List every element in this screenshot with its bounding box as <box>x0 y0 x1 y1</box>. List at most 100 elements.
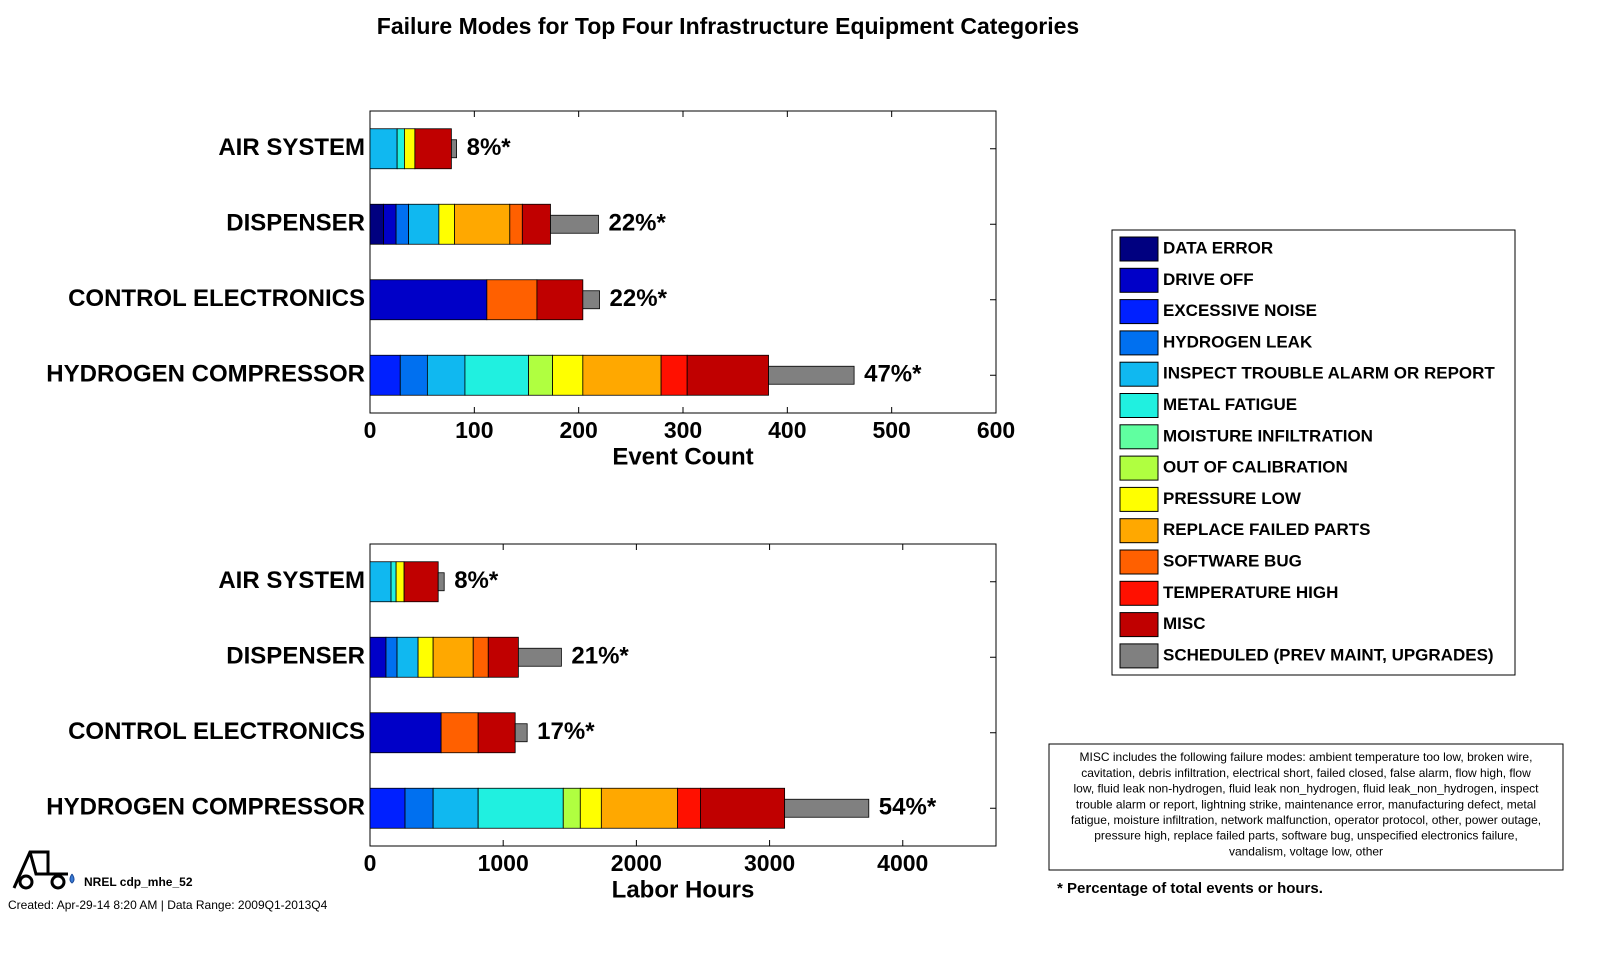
bar-segment <box>408 203 440 245</box>
bar-segment <box>582 290 600 310</box>
legend-swatch <box>1119 643 1159 669</box>
legend-swatch <box>1119 580 1159 606</box>
category-label: DISPENSER <box>226 210 365 237</box>
logo-drop <box>69 873 75 884</box>
legend-swatch <box>1119 236 1159 262</box>
bar-segment <box>552 354 584 396</box>
legend-box <box>1111 229 1516 676</box>
category-label: HYDROGEN COMPRESSOR <box>46 794 365 821</box>
legend-label: DATA ERROR <box>1163 238 1273 257</box>
bar-segment <box>396 128 405 170</box>
bar-segment <box>369 279 488 321</box>
x-tick-label: 2000 <box>611 850 662 876</box>
bar-segment <box>369 636 387 678</box>
legend-swatch <box>1119 455 1159 481</box>
bar-segment <box>385 636 398 678</box>
legend-label: HYDROGEN LEAK <box>1163 332 1313 351</box>
percent-label: 22%* <box>610 285 668 312</box>
note-line: fatigue, moisture infiltration, network … <box>1071 813 1541 827</box>
legend-swatch <box>1119 330 1159 356</box>
legend-label: INSPECT TROUBLE ALARM OR REPORT <box>1163 364 1495 383</box>
note-line: pressure high, replace failed parts, sof… <box>1094 829 1518 843</box>
legend-label: DRIVE OFF <box>1163 270 1254 289</box>
bar-segment <box>686 354 769 396</box>
bar-segment <box>369 354 401 396</box>
logo <box>12 850 75 890</box>
bar-segment <box>369 203 384 245</box>
logo-truck <box>12 850 68 889</box>
bar-segment <box>395 561 405 603</box>
legend-label: REPLACE FAILED PARTS <box>1163 520 1370 539</box>
percent-label: 17%* <box>537 718 595 745</box>
bar-segment <box>477 712 516 754</box>
note-line: MISC includes the following failure mode… <box>1080 750 1533 764</box>
legend-swatch <box>1119 267 1159 293</box>
x-tick-label: 400 <box>768 417 806 443</box>
category-label: AIR SYSTEM <box>218 134 365 161</box>
created-text: Created: Apr-29-14 8:20 AM | Data Range:… <box>8 898 328 912</box>
legend-label: MISC <box>1163 614 1206 633</box>
bar-segment <box>396 636 419 678</box>
legend-swatch <box>1119 612 1159 638</box>
category-label: HYDROGEN COMPRESSOR <box>46 361 365 388</box>
bar-segment <box>403 561 439 603</box>
bar-segment <box>486 279 538 321</box>
note-line: cavitation, debris infiltration, electri… <box>1081 766 1531 780</box>
legend-swatch <box>1119 361 1159 387</box>
category-label: DISPENSER <box>226 643 365 670</box>
bar-segment <box>660 354 688 396</box>
chart-title: Failure Modes for Top Four Infrastructur… <box>377 13 1079 39</box>
legend-swatch <box>1119 549 1159 575</box>
legend-label: PRESSURE LOW <box>1163 489 1302 508</box>
bar-segment <box>784 798 870 818</box>
x-tick-label: 500 <box>872 417 910 443</box>
bar-segment <box>432 787 479 829</box>
bar-segment <box>395 203 410 245</box>
bar-segment <box>477 787 564 829</box>
bar-segment <box>426 354 466 396</box>
category-label: AIR SYSTEM <box>218 567 365 594</box>
bar-segment <box>472 636 489 678</box>
bar-segment <box>514 723 528 743</box>
note-line: trouble alarm or report, lightning strik… <box>1076 797 1536 811</box>
percent-label: 47%* <box>864 361 922 388</box>
bar-segment <box>579 787 602 829</box>
legend-label: SOFTWARE BUG <box>1163 551 1302 570</box>
bar-segment <box>454 203 511 245</box>
bar-segment <box>677 787 701 829</box>
logo-wheel <box>50 874 66 890</box>
bar-segment <box>404 787 434 829</box>
bar-segment <box>390 561 397 603</box>
legend-swatch <box>1119 393 1159 418</box>
x-tick-label: 3000 <box>744 850 795 876</box>
bar-segment <box>700 787 786 829</box>
note-line: low, fluid leak non-hydrogen, fluid leak… <box>1074 782 1540 796</box>
bar-segment <box>417 636 434 678</box>
percent-label: 54%* <box>879 794 937 821</box>
x-tick-label: 300 <box>664 417 702 443</box>
category-label: CONTROL ELECTRONICS <box>68 718 365 745</box>
legend-swatch <box>1119 424 1159 450</box>
bar-segment <box>369 712 442 754</box>
category-label: CONTROL ELECTRONICS <box>68 285 365 312</box>
bar-segment <box>562 787 581 829</box>
bar-segment <box>399 354 428 396</box>
percent-label: 8%* <box>454 567 499 594</box>
bar-segment <box>582 354 662 396</box>
note-line: vandalism, voltage low, other <box>1229 844 1383 858</box>
legend-label: OUT OF CALIBRATION <box>1163 458 1348 477</box>
bar-segment <box>404 128 416 170</box>
bar-segment <box>550 214 599 234</box>
legend-swatch <box>1119 299 1159 325</box>
x-tick-label: 1000 <box>478 850 529 876</box>
bar-segment <box>536 279 584 321</box>
note-box <box>1048 743 1564 871</box>
bar-segment <box>768 365 855 385</box>
bar-segment <box>438 203 455 245</box>
bar-segment <box>521 203 551 245</box>
percent-label: 8%* <box>467 134 512 161</box>
logo-text: NREL cdp_mhe_52 <box>84 875 193 889</box>
bar-segment <box>432 636 474 678</box>
x-axis-label: Labor Hours <box>612 876 755 903</box>
